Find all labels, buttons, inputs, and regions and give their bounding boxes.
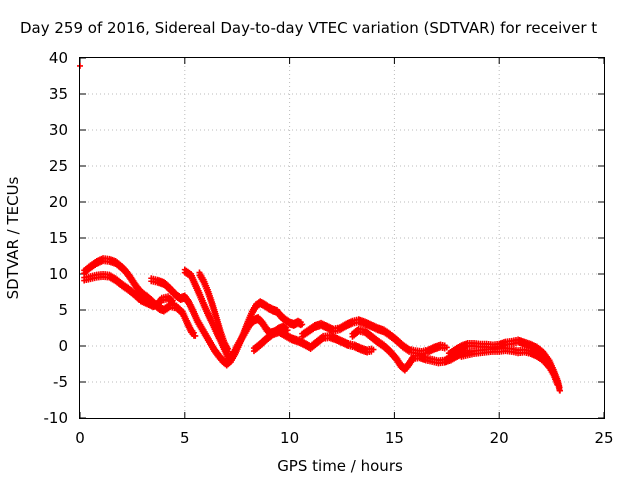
y-tick-label: 40	[49, 49, 68, 67]
data-point	[192, 332, 199, 339]
data-series	[81, 270, 178, 311]
y-tick-label: 0	[58, 337, 68, 355]
y-tick-label: 10	[49, 265, 68, 283]
y-tick-label: 25	[49, 157, 68, 175]
data-series	[458, 345, 561, 388]
y-tick-label: 20	[49, 193, 68, 211]
data-series	[299, 316, 450, 357]
data-point	[299, 321, 306, 328]
y-tick-label: 35	[49, 85, 68, 103]
data-point	[370, 346, 377, 353]
x-tick-label: 20	[490, 429, 509, 447]
data-point	[556, 387, 563, 394]
x-tick-label: 15	[385, 429, 404, 447]
y-tick-label: 5	[58, 301, 68, 319]
data-series	[250, 327, 377, 356]
tick-labels: 0 5 10 15 20 25 -10 -5 0 5 10 15 20 25 30 35 40	[44, 49, 614, 447]
y-tick-label: 15	[49, 229, 68, 247]
data-points	[77, 62, 563, 394]
data-series	[196, 269, 232, 355]
data-point	[225, 348, 232, 355]
chart-title: Day 259 of 2016, Sidereal Day-to-day VTE…	[20, 19, 597, 37]
plot-frame	[79, 57, 605, 419]
grid	[80, 58, 604, 418]
y-tick-label: -10	[44, 409, 69, 427]
data-point	[171, 300, 178, 307]
x-tick-label: 25	[594, 429, 613, 447]
y-axis-label: SDTVAR / TECUs	[4, 176, 22, 299]
y-tick-label: -5	[53, 373, 68, 391]
x-axis-label: GPS time / hours	[277, 457, 403, 475]
y-tick-label: 30	[49, 121, 68, 139]
axis-ticks	[79, 57, 605, 419]
x-tick-label: 10	[280, 429, 299, 447]
x-tick-label: 0	[75, 429, 85, 447]
x-tick-label: 5	[180, 429, 190, 447]
data-point	[443, 344, 450, 351]
data-point	[554, 381, 561, 388]
